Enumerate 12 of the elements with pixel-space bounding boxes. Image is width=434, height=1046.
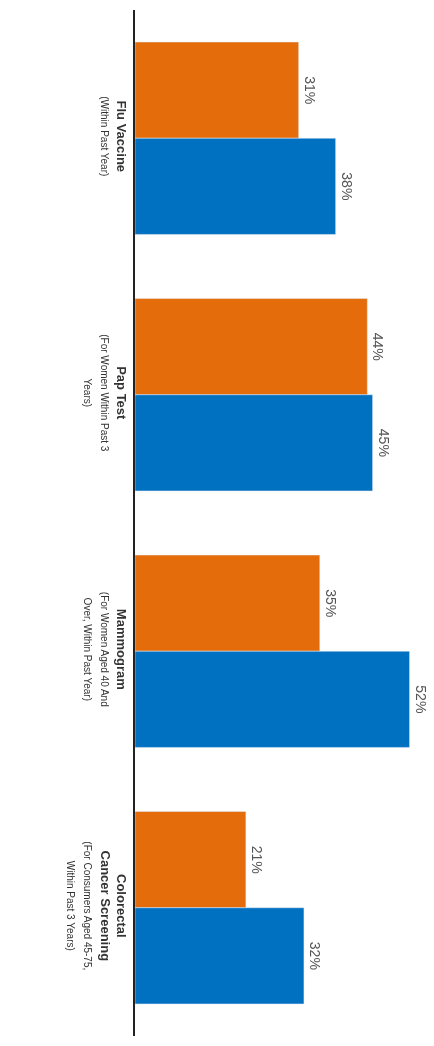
- data-label: 38%: [338, 172, 355, 201]
- y-tick-label: Flu Vaccine (Within Past Year): [98, 96, 130, 177]
- data-label: 44%: [370, 332, 387, 361]
- data-label: 35%: [322, 589, 339, 618]
- data-label: 21%: [248, 845, 265, 874]
- y-tick-label: Mammogram (For Women Aged 40 And Over, Within Past Year): [81, 591, 130, 707]
- data-label: 31%: [301, 76, 318, 105]
- data-label: 45%: [375, 428, 392, 457]
- data-label: 32%: [306, 941, 323, 970]
- y-tick-label: Pap Test (For Women Within Past 3 Years): [81, 334, 130, 452]
- y-tick-label: Colorectal Cancer Screening (For Consumers Aged 45-75, Within Past 3 Years): [64, 841, 130, 971]
- data-label: 52%: [412, 685, 429, 714]
